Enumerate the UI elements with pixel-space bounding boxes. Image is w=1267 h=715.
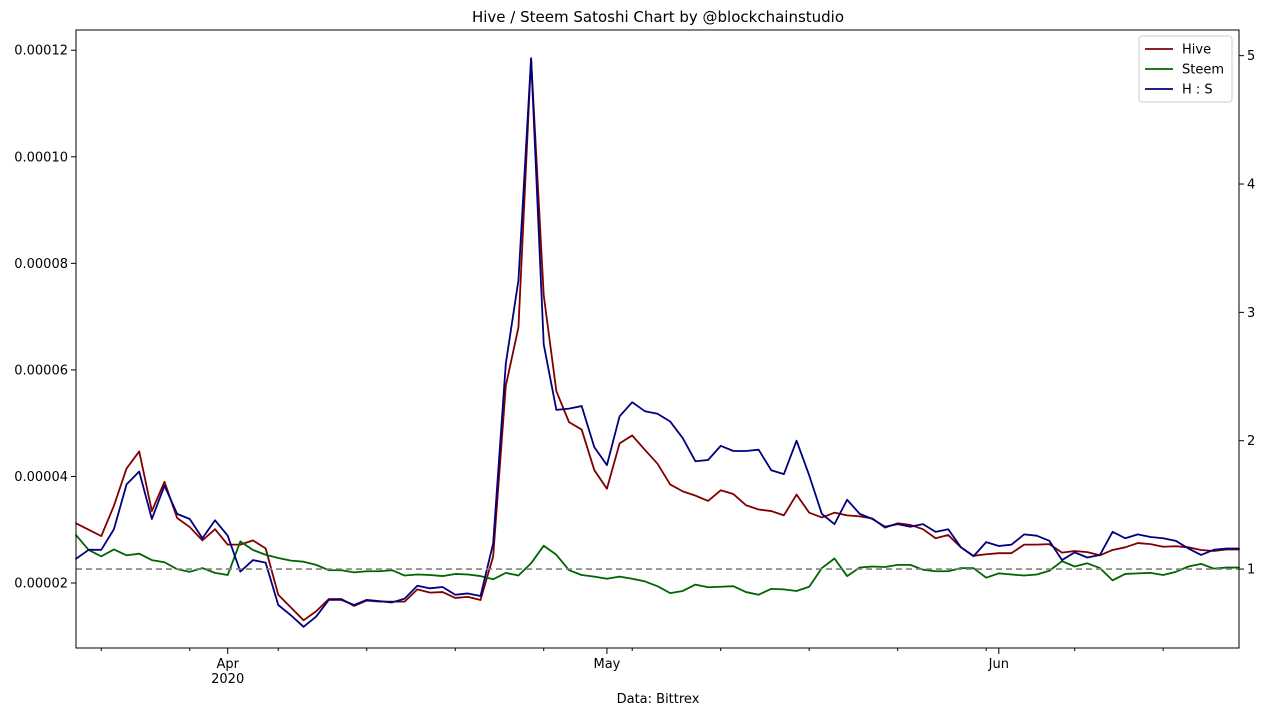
left-y-tick-label: 0.00006 (14, 363, 68, 378)
legend-label-steem: Steem (1182, 63, 1224, 78)
left-y-tick-label: 0.00008 (14, 257, 68, 272)
series-line-h-s (75, 57, 1240, 628)
chart-title: Hive / Steem Satoshi Chart by @blockchai… (472, 8, 844, 26)
left-y-tick-label: 0.00012 (14, 44, 68, 59)
x-tick-label: Apr (216, 657, 239, 672)
right-y-tick-label: 5 (1247, 49, 1255, 64)
series-layer (75, 57, 1240, 628)
series-line-steem (75, 534, 1240, 596)
left-y-tick-label: 0.00004 (14, 470, 68, 485)
x-tick-sublabel: 2020 (211, 672, 244, 687)
right-y-tick-label: 4 (1247, 178, 1255, 193)
legend-box (1138, 35, 1233, 103)
left-y-axis: 0.00002 0.00004 0.00006 0.00008 0.00010 0.000… (14, 44, 76, 592)
plot-frame (75, 29, 1240, 649)
left-y-tick-label: 0.00002 (14, 577, 68, 592)
right-y-tick-label: 3 (1247, 306, 1255, 321)
legend: Hive Steem H : S (1138, 35, 1233, 103)
right-y-tick-label: 1 (1247, 563, 1255, 578)
legend-label-h-s: H : S (1182, 83, 1213, 98)
x-tick-label: May (593, 657, 620, 672)
right-y-axis: 1 2 3 4 5 (1239, 49, 1255, 578)
x-axis-label: Data: Bittrex (617, 692, 700, 707)
series-line-hive (75, 57, 1240, 622)
legend-label-hive: Hive (1182, 43, 1211, 58)
right-y-tick-label: 2 (1247, 434, 1255, 449)
left-y-tick-label: 0.00010 (14, 150, 68, 165)
x-tick-label: Jun (988, 657, 1009, 672)
